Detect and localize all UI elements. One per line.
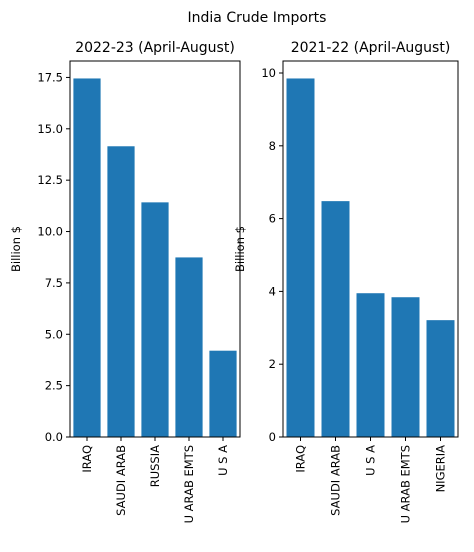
chart-right-bar — [321, 201, 350, 437]
chart-left-ytick-label: 15.0 — [37, 122, 63, 136]
chart-left-ytick-label: 10.0 — [37, 225, 63, 239]
chart-right-bar — [286, 78, 315, 437]
chart-right-bar — [426, 320, 455, 437]
chart-left-ytick-label: 12.5 — [37, 173, 63, 187]
chart-right-ytick-label: 0 — [269, 430, 276, 444]
chart-right-ytick-label: 4 — [269, 284, 276, 298]
chart-left-ylabel: Billion $ — [9, 226, 23, 272]
chart-right-xtick-label: NIGERIA — [434, 445, 448, 493]
chart-left-ytick-label: 5.0 — [45, 327, 63, 341]
chart-right-ylabel: Billion $ — [233, 226, 247, 272]
chart-right: 0 2 4 6 8 10 IRAQ SAUDI ARAB U S A U ARAB EMTS NIG… — [233, 40, 459, 523]
chart-left-xtick-label: IRAQ — [80, 445, 94, 473]
chart-left-bar — [209, 350, 237, 437]
chart-left-xtick-label: U ARAB EMTS — [182, 445, 196, 523]
chart-right-ytick-label: 6 — [269, 212, 276, 226]
chart-right-xtick-label: IRAQ — [294, 445, 308, 473]
chart-right-xtick-label: SAUDI ARAB — [329, 445, 343, 516]
chart-right-ytick-label: 10 — [261, 66, 276, 80]
figure-suptitle: India Crude Imports — [188, 10, 327, 26]
chart-right-bar — [391, 297, 420, 437]
chart-left-ytick-label: 17.5 — [37, 70, 63, 84]
chart-right-bar — [356, 293, 385, 437]
chart-left-bar — [175, 257, 203, 437]
chart-right-xtick-label: U S A — [364, 445, 378, 476]
chart-left-bar — [141, 202, 169, 437]
chart-left: 0.0 2.5 5.0 7.5 10.0 12.5 15.0 17.5 IRAQ SAUDI AR… — [9, 40, 241, 523]
chart-left-ytick-label: 2.5 — [45, 379, 63, 393]
chart-right-ytick-label: 8 — [269, 139, 276, 153]
chart-left-bar — [73, 78, 101, 438]
chart-left-xtick-label: SAUDI ARAB — [114, 445, 128, 516]
chart-left-ytick-label: 0.0 — [45, 430, 63, 444]
chart-left-xtick-label: RUSSIA — [148, 445, 162, 487]
chart-left-title: 2022-23 (April-August) — [75, 40, 235, 56]
chart-left-xtick-label: U S A — [216, 445, 230, 476]
chart-right-xtick-label: U ARAB EMTS — [399, 445, 413, 523]
chart-left-bar — [107, 146, 135, 437]
chart-right-ytick-label: 2 — [269, 357, 276, 371]
chart-right-title: 2021-22 (April-August) — [291, 40, 451, 56]
chart-left-ytick-label: 7.5 — [45, 276, 63, 290]
